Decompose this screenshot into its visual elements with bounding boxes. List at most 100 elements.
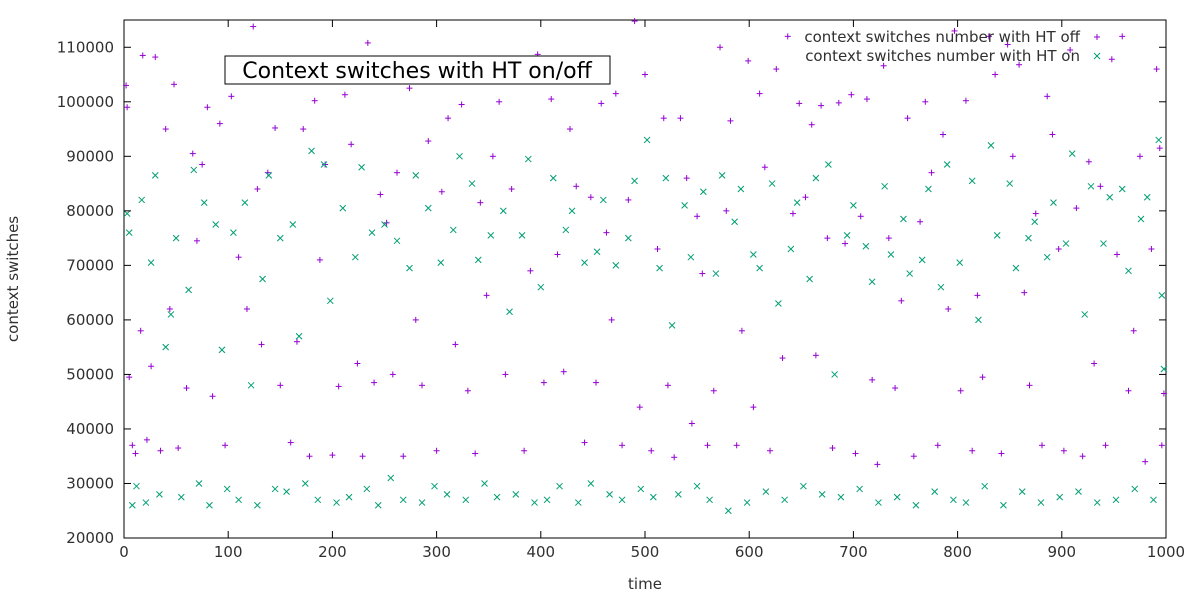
- data-point-ht-on: [750, 251, 757, 258]
- data-point-ht-off: [1055, 246, 1062, 253]
- data-point-ht-off: [1130, 327, 1137, 334]
- x-axis-ticks: 0 100 200 300 400 500 600 700 800 900 1000: [119, 20, 1185, 561]
- data-point-ht-off: [835, 99, 842, 106]
- data-point-ht-off: [717, 44, 724, 51]
- data-point-ht-on: [271, 485, 279, 493]
- data-point-ht-on: [289, 221, 297, 228]
- data-point-ht-on: [443, 491, 451, 498]
- data-point-ht-off: [341, 91, 348, 98]
- data-point-ht-on: [235, 496, 242, 504]
- x-tick-label: 0: [119, 543, 129, 561]
- data-point-ht-on: [524, 155, 532, 163]
- data-point-ht-off: [869, 376, 876, 383]
- data-point-ht-on: [775, 300, 782, 307]
- data-point-ht-off: [898, 297, 905, 304]
- data-point-ht-on: [333, 499, 340, 506]
- data-point-ht-off: [162, 126, 169, 133]
- data-point-ht-off: [445, 115, 452, 122]
- data-point-ht-on: [743, 499, 751, 506]
- data-point-ht-on: [368, 229, 376, 237]
- data-point-ht-off: [335, 383, 342, 390]
- data-point-ht-on: [295, 332, 303, 340]
- data-point-ht-off: [654, 246, 661, 253]
- data-point-ht-on: [781, 496, 788, 504]
- data-point-ht-off: [1160, 390, 1167, 397]
- data-point-ht-on: [975, 316, 982, 324]
- data-point-ht-on: [393, 237, 401, 245]
- data-point-ht-off: [677, 115, 684, 122]
- data-point-ht-on: [699, 188, 707, 196]
- y-tick-label: 30000: [66, 474, 114, 492]
- data-point-ht-on: [462, 496, 470, 504]
- series-ht-on: [123, 136, 1168, 515]
- data-point-ht-off: [394, 169, 401, 176]
- data-point-ht-off: [548, 96, 555, 103]
- legend-symbol-ht-off: [1094, 34, 1100, 40]
- data-point-ht-on: [265, 172, 273, 179]
- plot-frame: [123, 19, 1167, 539]
- data-point-ht-on: [687, 253, 695, 261]
- data-point-ht-off: [419, 382, 426, 389]
- data-point-ht-on: [956, 259, 964, 266]
- data-point-ht-on: [412, 172, 420, 179]
- data-point-ht-on: [950, 496, 957, 504]
- data-point-ht-on: [1068, 150, 1076, 157]
- data-point-ht-on: [241, 199, 249, 207]
- data-point-ht-off: [1049, 131, 1056, 138]
- data-point-ht-on: [599, 196, 607, 204]
- legend-label-ht-off: context switches number with HT off: [804, 28, 1080, 46]
- data-point-ht-off: [940, 131, 947, 138]
- data-point-ht-off: [1158, 442, 1165, 449]
- data-point-ht-on: [912, 501, 920, 509]
- data-point-ht-off: [1097, 183, 1104, 190]
- y-axis-ticks: 20000 30000 40000 50000 60000 70000 80000 90000…: [57, 38, 1166, 547]
- data-point-ht-off: [784, 33, 791, 40]
- data-point-ht-off: [1004, 41, 1011, 48]
- x-tick-label: 700: [839, 543, 868, 561]
- y-tick-label: 60000: [66, 311, 114, 329]
- data-point-ht-on: [399, 496, 407, 504]
- data-point-ht-on: [308, 147, 315, 155]
- data-point-ht-off: [688, 420, 695, 427]
- data-point-ht-on: [1075, 488, 1082, 496]
- data-point-ht-on: [893, 493, 901, 501]
- x-tick-label: 300: [422, 543, 451, 561]
- legend-label-ht-on: context switches number with HT on: [805, 47, 1080, 65]
- data-point-ht-on: [918, 256, 926, 264]
- data-point-ht-on: [320, 161, 328, 168]
- data-point-ht-on: [793, 199, 801, 207]
- data-point-ht-on: [831, 371, 838, 378]
- data-point-ht-on: [593, 248, 601, 256]
- data-point-ht-off: [124, 104, 131, 111]
- data-point-ht-on: [1037, 499, 1045, 506]
- data-point-ht-off: [222, 442, 229, 449]
- data-point-ht-off: [254, 186, 261, 193]
- data-point-ht-off: [660, 115, 667, 122]
- data-point-ht-on: [624, 234, 632, 242]
- data-point-ht-on: [900, 215, 907, 223]
- data-point-ht-on: [868, 278, 876, 286]
- data-point-ht-off: [472, 450, 479, 457]
- data-point-ht-off: [992, 71, 999, 78]
- data-point-ht-on: [1155, 136, 1163, 144]
- data-point-ht-off: [671, 454, 678, 461]
- data-point-ht-on: [481, 480, 488, 487]
- data-point-ht-on: [326, 297, 334, 305]
- data-point-ht-off: [773, 66, 780, 73]
- data-point-ht-on: [456, 152, 463, 160]
- data-point-ht-on: [1031, 218, 1039, 226]
- data-point-ht-on: [881, 182, 889, 190]
- data-point-ht-on: [1143, 193, 1151, 201]
- data-point-ht-on: [133, 482, 140, 490]
- data-point-ht-off: [566, 126, 573, 133]
- data-point-ht-off: [683, 175, 690, 182]
- data-point-ht-on: [587, 480, 595, 487]
- data-point-ht-off: [250, 23, 257, 30]
- data-point-ht-on: [837, 493, 845, 501]
- data-point-ht-off: [1032, 210, 1039, 217]
- data-point-ht-on: [1106, 193, 1114, 201]
- data-point-ht-off: [483, 292, 490, 299]
- data-point-ht-on: [468, 180, 476, 187]
- data-point-ht-off: [438, 188, 445, 195]
- data-point-ht-off: [985, 33, 992, 40]
